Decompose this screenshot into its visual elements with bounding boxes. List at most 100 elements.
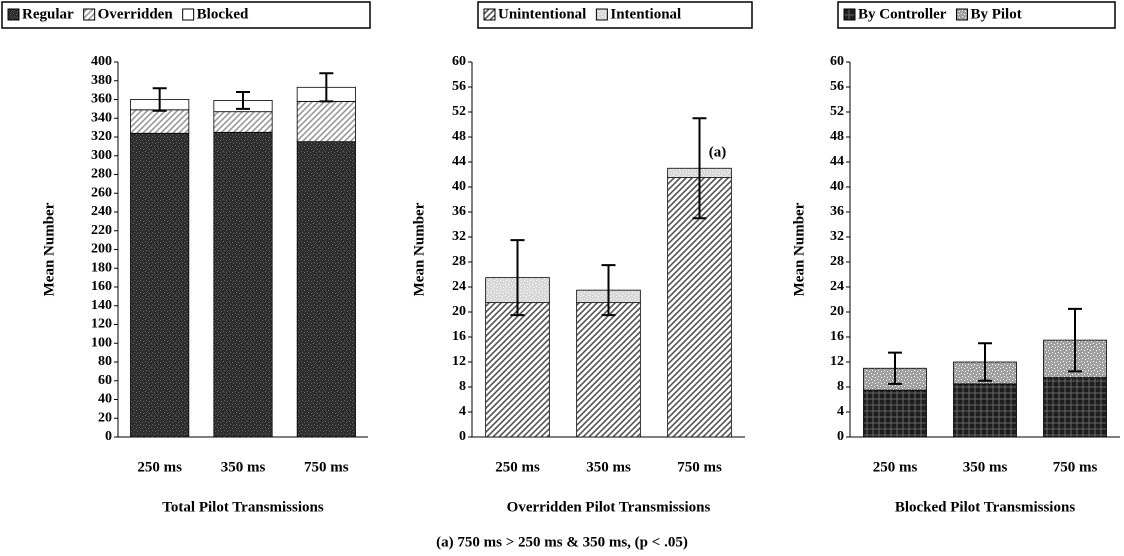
legend-box [837, 1, 1116, 29]
error-bar [510, 239, 525, 317]
x-axis-title: Blocked Pilot Transmissions [895, 499, 1075, 515]
legend-label: By Pilot [970, 6, 1021, 22]
y-tick-label: 340 [91, 110, 112, 125]
bar-segment [296, 141, 356, 438]
y-tick-label: 36 [830, 204, 844, 219]
y-tick-label: 32 [830, 229, 844, 244]
y-tick-label: 52 [452, 104, 466, 119]
y-tick-label: 40 [452, 179, 466, 194]
footnote: (a) 750 ms > 250 ms & 350 ms, (p < .05) [436, 534, 688, 550]
y-tick-label: 52 [830, 104, 844, 119]
x-tick-label: 250 ms [495, 459, 540, 475]
y-tick-label: 160 [91, 279, 112, 294]
y-tick-label: 240 [91, 204, 112, 219]
y-tick-label: 20 [830, 304, 844, 319]
y-tick-label: 380 [91, 73, 112, 88]
y-tick-label: 24 [452, 279, 466, 294]
bar-segment [296, 100, 356, 143]
y-tick-label: 28 [830, 254, 844, 269]
x-tick-label: 350 ms [221, 459, 266, 475]
error-bar [319, 72, 334, 103]
y-tick-label: 48 [830, 129, 844, 144]
y-tick-label: 8 [459, 379, 466, 394]
y-tick-label: 16 [830, 329, 844, 344]
y-tick-label: 44 [830, 154, 844, 169]
y-tick-label: 4 [459, 404, 466, 419]
legend-label: Unintentional [498, 6, 586, 22]
y-tick-label: 4 [837, 404, 844, 419]
y-tick-label: 60 [98, 373, 112, 388]
x-tick-label: 750 ms [1053, 459, 1098, 475]
legend-swatch [83, 8, 96, 21]
bar-segment [130, 132, 190, 438]
legend-label: Intentional [610, 6, 681, 22]
y-tick-label: 200 [91, 242, 112, 257]
y-tick-label: 12 [830, 354, 844, 369]
annotation: (a) [709, 145, 727, 161]
legend-label: By Controller [858, 6, 947, 22]
y-axis-title: Mean Number [41, 202, 57, 296]
y-tick-label: 56 [452, 79, 466, 94]
y-tick-label: 20 [98, 410, 112, 425]
y-tick-label: 48 [452, 129, 466, 144]
y-tick-label: 220 [91, 223, 112, 238]
bar-segment [485, 302, 550, 438]
y-tick-label: 60 [452, 54, 466, 69]
x-tick-label: 250 ms [137, 459, 182, 475]
y-tick-label: 320 [91, 129, 112, 144]
y-tick-label: 36 [452, 204, 466, 219]
bar-segment [1043, 377, 1107, 438]
y-tick-label: 280 [91, 167, 112, 182]
bar-segment [130, 109, 190, 134]
legend-swatch [483, 8, 496, 21]
y-axis-title: Mean Number [411, 202, 427, 296]
x-tick-label: 350 ms [586, 459, 631, 475]
legend-swatch [843, 8, 856, 21]
y-tick-label: 24 [830, 279, 844, 294]
y-tick-label: 16 [452, 329, 466, 344]
legend-swatch [7, 8, 20, 21]
legend-swatch [595, 8, 608, 21]
error-bar [888, 351, 902, 385]
error-bar [152, 87, 167, 112]
bar-segment [213, 111, 273, 133]
y-tick-label: 20 [452, 304, 466, 319]
y-tick-label: 300 [91, 148, 112, 163]
legend-label: Overridden [98, 6, 174, 22]
bar-segment [667, 177, 732, 438]
y-tick-label: 260 [91, 185, 112, 200]
y-tick-label: 44 [452, 154, 466, 169]
error-bar [601, 264, 616, 317]
bar-segment [576, 302, 641, 438]
y-tick-label: 120 [91, 317, 112, 332]
x-tick-label: 750 ms [304, 459, 349, 475]
x-tick-label: 250 ms [873, 459, 918, 475]
y-tick-label: 400 [91, 54, 112, 69]
y-tick-label: 8 [837, 379, 844, 394]
y-tick-label: 0 [459, 429, 466, 444]
error-bar [978, 342, 992, 382]
y-tick-label: 60 [830, 54, 844, 69]
error-bar [692, 117, 707, 220]
x-axis-title: Total Pilot Transmissions [162, 499, 324, 515]
y-tick-label: 40 [830, 179, 844, 194]
y-tick-label: 80 [98, 354, 112, 369]
x-axis-title: Overridden Pilot Transmissions [507, 499, 711, 515]
legend-swatch [182, 8, 195, 21]
y-tick-label: 360 [91, 92, 112, 107]
y-tick-label: 12 [452, 354, 466, 369]
y-tick-label: 40 [98, 392, 112, 407]
y-axis-title: Mean Number [791, 202, 807, 296]
bar-segment [213, 131, 273, 438]
x-tick-label: 350 ms [963, 459, 1008, 475]
y-tick-label: 180 [91, 260, 112, 275]
y-tick-label: 32 [452, 229, 466, 244]
error-bar [236, 91, 250, 110]
y-tick-label: 28 [452, 254, 466, 269]
legend-box [477, 1, 753, 29]
error-bar [1068, 307, 1082, 373]
legend-label: Blocked [197, 6, 249, 22]
x-tick-label: 750 ms [677, 459, 722, 475]
legend-label: Regular [22, 6, 74, 22]
